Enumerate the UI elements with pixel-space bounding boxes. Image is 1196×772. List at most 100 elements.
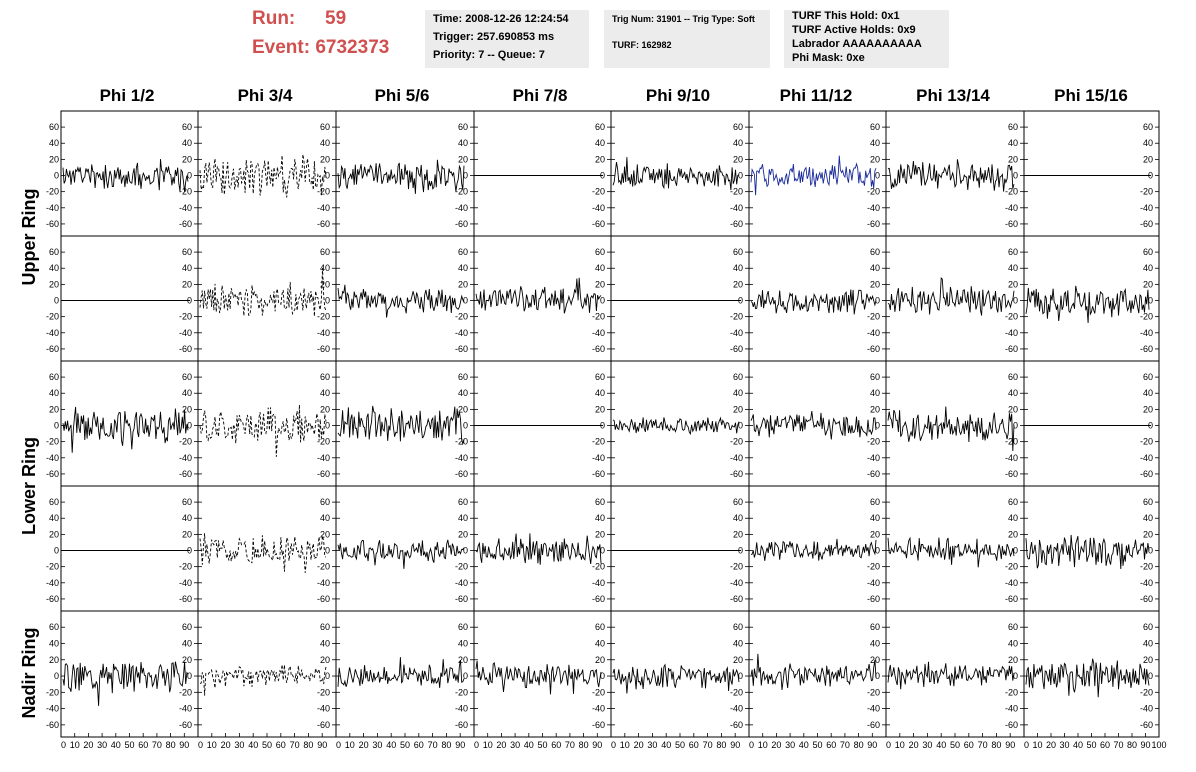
y-tick-label: -40 — [730, 578, 743, 588]
waveform-trace — [475, 277, 602, 314]
turf-hold-text: TURF This Hold: 0x1 — [792, 10, 900, 22]
y-tick-label: 20 — [733, 404, 743, 414]
x-tick-label: 30 — [97, 740, 107, 750]
y-tick-label: 60 — [320, 122, 330, 132]
waveform-trace — [337, 284, 465, 318]
y-tick-label: -60 — [46, 344, 59, 354]
time-info-box: Time: 2008-12-26 12:24:54 Trigger: 257.6… — [425, 10, 589, 68]
y-tick-label: 60 — [320, 497, 330, 507]
x-tick-label: 70 — [428, 740, 438, 750]
y-tick-label: 0 — [1013, 546, 1018, 556]
panel-r0-c5: -60 -40 -20 0 20 40 60 — [748, 110, 887, 237]
panel-frame — [1023, 235, 1160, 362]
y-tick-label: 40 — [182, 263, 192, 273]
y-tick-label: -60 — [46, 594, 59, 604]
y-tick-label: 0 — [54, 421, 59, 431]
y-tick-label: -40 — [592, 578, 605, 588]
y-tick-label: -60 — [317, 469, 330, 479]
y-tick-label: 40 — [870, 138, 880, 148]
waveform-trace — [750, 155, 877, 196]
y-tick-label: 60 — [458, 497, 468, 507]
y-tick-label: -40 — [317, 203, 330, 213]
y-tick-label: -40 — [1005, 203, 1018, 213]
x-tick-label: 0 — [1024, 740, 1029, 750]
y-tick-label: 0 — [1013, 671, 1018, 681]
y-tick-label: 0 — [1013, 421, 1018, 431]
y-tick-label: -40 — [1140, 704, 1153, 714]
y-tick-label: -40 — [1005, 328, 1018, 338]
panel-r2-c6: -60 -40 -20 0 20 40 60 — [885, 360, 1025, 487]
x-tick-label: 0 — [198, 740, 203, 750]
y-tick-label: -20 — [455, 687, 468, 697]
waveform-trace — [199, 154, 327, 198]
y-tick-label: -20 — [179, 187, 192, 197]
x-tick-label: 80 — [579, 740, 589, 750]
y-tick-label: -60 — [46, 720, 59, 730]
y-tick-label: 60 — [870, 372, 880, 382]
y-tick-label: -60 — [317, 219, 330, 229]
y-tick-label: 40 — [182, 513, 192, 523]
waveform-trace — [750, 410, 877, 440]
y-tick-label: 20 — [458, 655, 468, 665]
y-tick-label: 60 — [1143, 122, 1153, 132]
y-tick-label: 0 — [600, 546, 605, 556]
y-tick-label: -20 — [592, 312, 605, 322]
y-tick-label: 0 — [54, 171, 59, 181]
y-tick-label: -20 — [46, 437, 59, 447]
y-tick-label: 60 — [1143, 622, 1153, 632]
y-tick-label: -60 — [455, 594, 468, 604]
y-tick-label: -60 — [867, 469, 880, 479]
y-tick-label: 60 — [733, 247, 743, 257]
x-tick-label: 70 — [978, 740, 988, 750]
y-tick-label: 0 — [1148, 296, 1153, 306]
y-tick-label: 60 — [49, 622, 59, 632]
y-tick-label: 60 — [1143, 247, 1153, 257]
panel-frame — [885, 110, 1025, 237]
y-tick-label: 40 — [182, 638, 192, 648]
x-tick-label: 80 — [1127, 740, 1137, 750]
waveform-trace — [750, 653, 877, 691]
panel-frame — [885, 235, 1025, 362]
x-tick-label: 90 — [1005, 740, 1015, 750]
y-tick-label: 0 — [600, 296, 605, 306]
y-tick-label: 0 — [463, 671, 468, 681]
y-tick-label: -60 — [317, 594, 330, 604]
panel-r2-c2: -60 -40 -20 0 20 40 60 — [335, 360, 475, 487]
y-tick-label: -60 — [1005, 720, 1018, 730]
y-tick-label: 60 — [320, 247, 330, 257]
y-tick-label: 0 — [54, 296, 59, 306]
x-tick-label: 10 — [758, 740, 768, 750]
waveform-trace — [199, 664, 327, 696]
x-tick-label: 90 — [867, 740, 877, 750]
panel-frame — [1023, 110, 1160, 237]
y-tick-label: -20 — [179, 437, 192, 447]
y-tick-label: 20 — [1008, 655, 1018, 665]
x-tick-label: 60 — [964, 740, 974, 750]
y-tick-label: -20 — [730, 562, 743, 572]
panel-r3-c2: -60 -40 -20 0 20 40 60 — [335, 485, 475, 612]
y-tick-label: 0 — [463, 296, 468, 306]
x-tick-label: 40 — [936, 740, 946, 750]
y-tick-label: -20 — [1005, 187, 1018, 197]
y-tick-label: -40 — [1140, 328, 1153, 338]
y-tick-label: 20 — [595, 404, 605, 414]
y-tick-label: 20 — [49, 279, 59, 289]
x-tick-label: 50 — [124, 740, 134, 750]
panel-frame — [610, 235, 750, 362]
x-tick-label: 70 — [840, 740, 850, 750]
panel-r1-c5: -60 -40 -20 0 20 40 60 — [748, 235, 887, 362]
y-tick-label: 20 — [595, 154, 605, 164]
col-header-phi-5-6: Phi 5/6 — [374, 86, 430, 105]
waveform-trace — [887, 536, 1015, 568]
col-header-phi-1-2: Phi 1/2 — [99, 86, 155, 105]
y-tick-label: 0 — [187, 421, 192, 431]
waveform-trace — [612, 663, 740, 694]
y-tick-label: -60 — [179, 469, 192, 479]
run-label: Run: — [252, 8, 296, 29]
y-tick-label: -60 — [179, 720, 192, 730]
y-tick-label: 40 — [1143, 638, 1153, 648]
y-tick-label: 20 — [1143, 404, 1153, 414]
y-tick-label: 60 — [595, 497, 605, 507]
